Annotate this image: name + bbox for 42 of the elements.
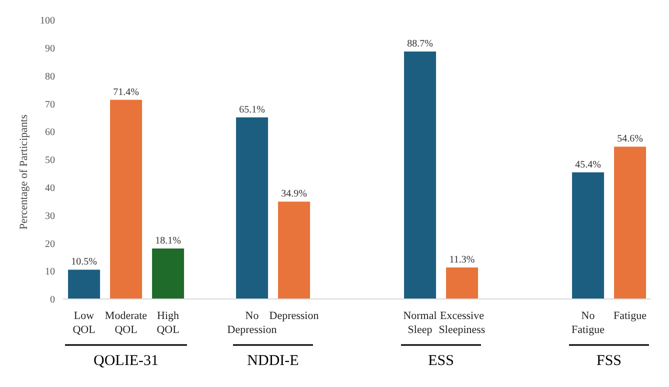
text: NDDI-E bbox=[247, 353, 299, 369]
x-tick-label: High QOL bbox=[156, 310, 180, 336]
data-label: 54.6% bbox=[617, 134, 643, 145]
text: QOLIE-31 bbox=[94, 353, 158, 369]
y-tick-label: 10 bbox=[45, 266, 55, 278]
x-tick-label: Moderate QOL bbox=[104, 310, 148, 336]
bar bbox=[152, 248, 184, 299]
bar bbox=[614, 146, 646, 299]
bar bbox=[236, 117, 268, 299]
data-label: 10.5% bbox=[71, 256, 97, 268]
x-tick-label: Excessive Sleepiness bbox=[438, 310, 486, 336]
y-tick-label: 90 bbox=[45, 43, 55, 54]
data-label: 65.1% bbox=[239, 104, 265, 116]
y-tick-label: 100 bbox=[40, 16, 55, 27]
x-tick-label: Fatigue bbox=[614, 310, 647, 322]
bar bbox=[404, 52, 436, 299]
data-label: 18.1% bbox=[155, 236, 181, 246]
y-tick-label: 30 bbox=[45, 210, 55, 222]
y-axis-title: Percentage of Participants bbox=[18, 114, 30, 230]
x-tick-label: Normal Sleep bbox=[403, 310, 437, 336]
y-tick-label: 0 bbox=[50, 294, 55, 306]
text: ESS bbox=[428, 353, 454, 369]
data-label: 45.4% bbox=[575, 159, 601, 170]
data-label: 88.7% bbox=[407, 38, 433, 50]
bar bbox=[110, 100, 142, 299]
y-tick-label: 50 bbox=[45, 155, 55, 166]
y-tick-label: 40 bbox=[45, 182, 55, 194]
bar bbox=[68, 270, 100, 299]
x-tick-label: Low QOL bbox=[72, 310, 96, 336]
x-tick-label: Depression bbox=[269, 310, 320, 322]
x-tick-label: No Fatigue bbox=[572, 310, 605, 336]
bar bbox=[572, 172, 604, 299]
y-tick-label: 70 bbox=[45, 99, 55, 110]
bar bbox=[446, 267, 478, 299]
y-tick-label: 80 bbox=[45, 71, 55, 82]
text: FSS bbox=[596, 353, 622, 369]
y-tick-label: 20 bbox=[45, 238, 55, 250]
data-label: 34.9% bbox=[281, 188, 307, 200]
y-tick-label: 60 bbox=[45, 127, 55, 138]
data-label: 71.4% bbox=[113, 86, 139, 98]
data-label: 11.3% bbox=[449, 254, 475, 266]
bar bbox=[278, 202, 310, 299]
